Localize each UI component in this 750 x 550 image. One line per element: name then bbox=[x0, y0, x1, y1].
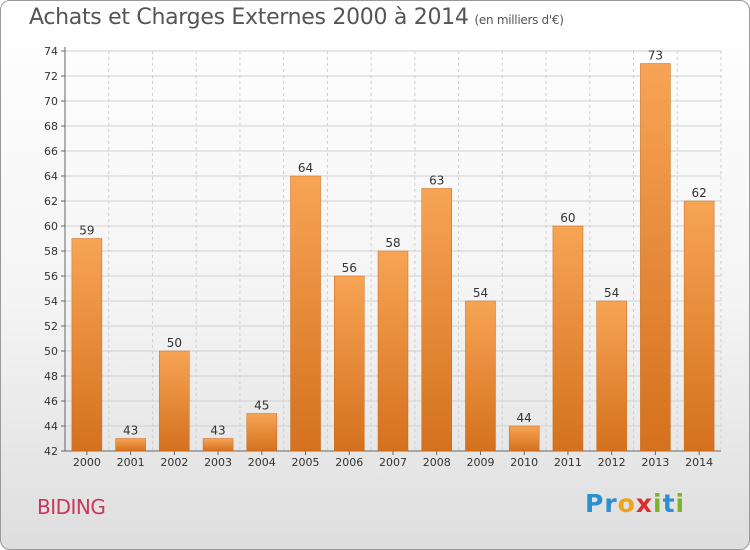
y-tick-label: 46 bbox=[44, 395, 58, 408]
data-label: 59 bbox=[79, 224, 94, 238]
bar-2002 bbox=[159, 350, 190, 452]
commune-name: BIDING bbox=[37, 495, 106, 519]
logo-letter: i bbox=[653, 489, 663, 518]
bar-2003 bbox=[202, 438, 234, 452]
chart-subtitle: (en milliers d'€) bbox=[474, 13, 564, 27]
x-tick-label: 2000 bbox=[73, 456, 101, 469]
data-label: 56 bbox=[342, 261, 357, 275]
data-label: 60 bbox=[560, 211, 575, 225]
data-label: 44 bbox=[517, 411, 532, 425]
bar-2010 bbox=[508, 425, 540, 452]
bar-2006 bbox=[334, 275, 365, 452]
logo-letter: r bbox=[604, 489, 618, 518]
x-tick-label: 2012 bbox=[598, 456, 626, 469]
logo-letter: x bbox=[635, 489, 653, 518]
y-tick-label: 70 bbox=[44, 95, 58, 108]
data-label: 58 bbox=[385, 236, 400, 250]
x-tick-label: 2004 bbox=[248, 456, 276, 469]
x-tick-label: 2003 bbox=[204, 456, 232, 469]
bar-2007 bbox=[377, 250, 409, 452]
bar-2008 bbox=[421, 188, 452, 452]
bar-2011 bbox=[552, 225, 584, 452]
logo-letter: t bbox=[662, 489, 676, 518]
bar-2009 bbox=[465, 300, 496, 452]
data-label: 63 bbox=[429, 174, 444, 188]
y-tick-label: 58 bbox=[44, 245, 58, 258]
logo-letter: P bbox=[585, 489, 605, 518]
bar-2012 bbox=[596, 300, 627, 452]
y-tick-label: 42 bbox=[44, 445, 58, 458]
data-label: 54 bbox=[604, 286, 619, 300]
x-tick-label: 2013 bbox=[641, 456, 669, 469]
data-label: 50 bbox=[167, 336, 182, 350]
data-label: 45 bbox=[254, 399, 269, 413]
y-tick-label: 68 bbox=[44, 120, 58, 133]
title-text: Achats et Charges Externes 2000 à 2014 bbox=[29, 5, 469, 30]
bar-2000 bbox=[71, 238, 103, 452]
bar-2004 bbox=[246, 413, 278, 452]
data-label: 54 bbox=[473, 286, 488, 300]
data-labels: 59 43 50 43 45 64 56 58 63 54 44 60 54 73 62 bbox=[79, 49, 707, 438]
logo-letter: i bbox=[675, 489, 686, 518]
x-tick-label: 2010 bbox=[510, 456, 538, 469]
data-label: 73 bbox=[648, 49, 663, 63]
y-tick-label: 64 bbox=[44, 170, 58, 183]
y-tick-label: 72 bbox=[44, 70, 58, 83]
x-tick-label: 2007 bbox=[379, 456, 407, 469]
logo-letter: o bbox=[617, 489, 636, 518]
data-label: 43 bbox=[210, 424, 225, 438]
y-tick-label: 66 bbox=[44, 145, 58, 158]
bar-2014 bbox=[683, 200, 715, 452]
x-tick-label: 2006 bbox=[335, 456, 363, 469]
data-label: 64 bbox=[298, 161, 313, 175]
bars bbox=[71, 63, 715, 452]
y-tick-label: 54 bbox=[44, 295, 58, 308]
y-tick-label: 60 bbox=[44, 220, 58, 233]
axes: 42 44 46 48 50 52 54 56 58 60 62 64 66 68 70 72 74 2000 20… bbox=[44, 45, 721, 469]
y-tick-label: 62 bbox=[44, 195, 58, 208]
bar-2013 bbox=[640, 63, 671, 452]
y-tick-label: 48 bbox=[44, 370, 58, 383]
chart-title: Achats et Charges Externes 2000 à 2014 (e… bbox=[29, 5, 564, 30]
x-tick-label: 2008 bbox=[423, 456, 451, 469]
data-label: 43 bbox=[123, 424, 138, 438]
x-tick-label: 2001 bbox=[117, 456, 145, 469]
x-tick-label: 2011 bbox=[554, 456, 582, 469]
y-tick-label: 52 bbox=[44, 320, 58, 333]
y-tick-label: 56 bbox=[44, 270, 58, 283]
bar-2005 bbox=[290, 175, 321, 452]
y-tick-label: 50 bbox=[44, 345, 58, 358]
data-label: 62 bbox=[691, 186, 706, 200]
x-tick-label: 2014 bbox=[685, 456, 713, 469]
x-tick-label: 2002 bbox=[160, 456, 188, 469]
y-tick-label: 74 bbox=[44, 45, 58, 58]
x-tick-label: 2005 bbox=[292, 456, 320, 469]
y-tick-label: 44 bbox=[44, 420, 58, 433]
proxiti-logo[interactable]: Proxiti bbox=[585, 489, 685, 518]
x-tick-label: 2009 bbox=[466, 456, 494, 469]
bar-2001 bbox=[115, 438, 146, 452]
